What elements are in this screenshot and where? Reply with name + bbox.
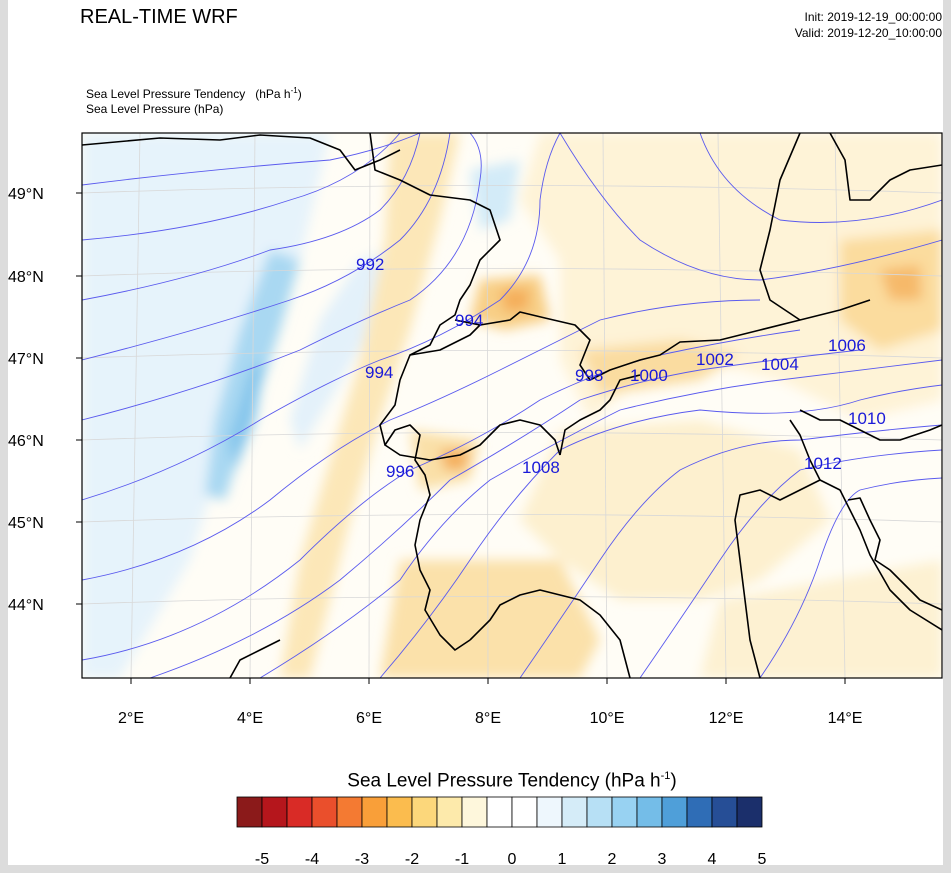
colorbar-box — [636, 796, 663, 828]
contour-label: 994 — [455, 311, 483, 330]
axis-ticks — [76, 192, 846, 684]
field1-units-end: ) — [297, 87, 302, 101]
colorbar-tick-label: 0 — [508, 851, 517, 868]
colorbar-box — [236, 796, 263, 828]
field1-name: Sea Level Pressure Tendency — [86, 87, 246, 101]
lat-label-48n: 48°N — [8, 269, 44, 286]
lon-label-14e: 14°E — [828, 710, 863, 727]
lon-label-6e: 6°E — [356, 710, 382, 727]
colorbar-box — [411, 796, 438, 828]
colorbar-boxes — [236, 796, 763, 828]
colorbar-tick-label: 5 — [758, 851, 767, 868]
field2-label: Sea Level Pressure (hPa) — [86, 102, 224, 116]
colorbar-box — [561, 796, 588, 828]
colorbar-box — [286, 796, 313, 828]
lat-label-44n: 44°N — [8, 597, 44, 614]
field1-units-exp: -1 — [290, 86, 298, 95]
colorbar-tick-label: -5 — [255, 851, 269, 868]
lat-label-45n: 45°N — [8, 515, 44, 532]
lon-label-2e: 2°E — [118, 710, 144, 727]
field1-units-base: (hPa h — [255, 87, 291, 101]
colorbar-box — [436, 796, 463, 828]
colorbar-box — [361, 796, 388, 828]
colorbar-title-end: ) — [670, 770, 677, 792]
lat-labels: 49°N 48°N 47°N 46°N 45°N 44°N — [8, 186, 44, 614]
map-plot-area — [82, 133, 942, 678]
pressure-contours — [82, 133, 942, 678]
colorbar-box — [336, 796, 363, 828]
contour-label: 994 — [365, 363, 393, 382]
colorbar-tick-labels: -5 -4 -3 -2 -1 0 1 2 3 4 5 — [255, 851, 767, 868]
run-times: Init: 2019-12-19_00:00:00 Valid: 2019-12… — [795, 9, 942, 41]
page-title: REAL-TIME WRF — [80, 6, 238, 28]
colorbar-box — [661, 796, 688, 828]
lon-label-12e: 12°E — [709, 710, 744, 727]
colorbar-tick-label: 2 — [608, 851, 617, 868]
colorbar-box — [511, 796, 538, 828]
colorbar-box — [261, 796, 288, 828]
contour-label: 1004 — [761, 355, 799, 374]
contour-label: 1010 — [848, 409, 886, 428]
colorbar-tick-label: -3 — [355, 851, 369, 868]
contour-label: 1002 — [696, 350, 734, 369]
colorbar-box — [486, 796, 513, 828]
colorbar-box — [711, 796, 738, 828]
colorbar-box — [686, 796, 713, 828]
colorbar-tick-label: -4 — [305, 851, 319, 868]
map-frame — [81, 132, 943, 679]
valid-time: Valid: 2019-12-20_10:00:00 — [794, 26, 942, 40]
colorbar-box — [461, 796, 488, 828]
colorbar-box — [611, 796, 638, 828]
lat-label-49n: 49°N — [8, 186, 44, 203]
tendency-shading — [82, 133, 942, 678]
colorbar-box — [586, 796, 613, 828]
field1-label: Sea Level Pressure Tendency (hPa h-1) — [86, 86, 302, 101]
contour-label: 1012 — [804, 454, 842, 473]
lon-labels: 2°E 4°E 6°E 8°E 10°E 12°E 14°E — [118, 710, 862, 727]
contour-label: 1006 — [828, 336, 866, 355]
colorbar-title: Sea Level Pressure Tendency (hPa h-1) — [0, 770, 951, 792]
colorbar-tick-label: -1 — [455, 851, 469, 868]
colorbar-title-base: Sea Level Pressure Tendency (hPa h — [347, 770, 661, 792]
contour-label: 992 — [356, 255, 384, 274]
contour-label: 1000 — [630, 366, 668, 385]
colorbar-box — [536, 796, 563, 828]
country-borders — [82, 133, 942, 678]
colorbar-tick-label: -2 — [405, 851, 419, 868]
colorbar-tick-label: 3 — [658, 851, 667, 868]
contour-labels: 992 994 994 996 998 1000 1002 1004 1006 … — [356, 255, 886, 481]
colorbar-tick-label: 1 — [558, 851, 567, 868]
contour-label: 996 — [386, 462, 414, 481]
lon-label-4e: 4°E — [237, 710, 263, 727]
lat-label-47n: 47°N — [8, 351, 44, 368]
lat-label-46n: 46°N — [8, 433, 44, 450]
colorbar-tick-label: 4 — [708, 851, 717, 868]
lon-label-8e: 8°E — [475, 710, 501, 727]
colorbar-title-exp: -1 — [660, 770, 671, 782]
colorbar-box — [311, 796, 338, 828]
contour-label: 1008 — [522, 458, 560, 477]
lon-label-10e: 10°E — [590, 710, 625, 727]
init-time: Init: 2019-12-19_00:00:00 — [804, 10, 942, 24]
contour-label: 998 — [575, 366, 603, 385]
colorbar-box — [736, 796, 763, 828]
graticule — [82, 133, 942, 678]
colorbar-box — [386, 796, 413, 828]
